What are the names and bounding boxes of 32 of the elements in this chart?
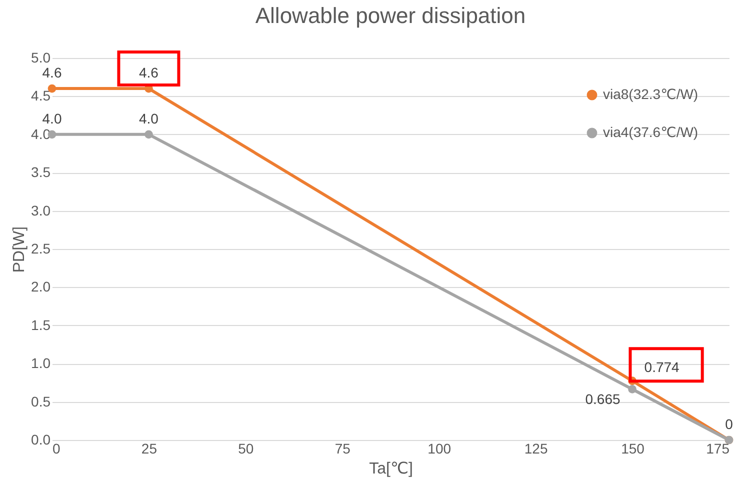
data-label: 4.0 <box>42 110 62 126</box>
x-tick-label: 25 <box>141 440 158 456</box>
y-tick-label: 5.0 <box>31 50 51 66</box>
y-tick-label: 1.0 <box>31 355 51 372</box>
y-tick-label: 0.0 <box>31 432 51 448</box>
y-tick-label: 1.5 <box>31 316 51 333</box>
x-tick-label: 125 <box>524 440 548 456</box>
x-axis-title: Ta[℃] <box>369 460 413 478</box>
x-tick-label: 175 <box>706 440 730 456</box>
y-tick-label: 2.0 <box>31 278 51 295</box>
data-label: 4.0 <box>138 110 159 126</box>
x-tick-label: 100 <box>428 440 452 456</box>
y-tick-label: 3.5 <box>31 164 51 180</box>
data-label: 4.6 <box>42 64 62 81</box>
data-label: 0.774 <box>644 358 680 375</box>
y-tick-label: 0.5 <box>31 393 51 410</box>
y-tick-label: 2.5 <box>31 240 51 256</box>
legend-label: via8(32.3℃/W) <box>603 86 698 102</box>
data-label: 0.665 <box>585 391 620 408</box>
x-tick-label: 150 <box>621 440 645 456</box>
y-tick-label: 4.5 <box>31 88 51 104</box>
x-tick-label: 75 <box>334 440 351 456</box>
data-label: 0 <box>725 416 734 432</box>
y-axis-title: PD[W] <box>11 226 28 273</box>
y-tick-label: 3.0 <box>31 202 51 218</box>
x-tick-label: 0 <box>52 440 60 456</box>
legend-label: via4(37.6℃/W) <box>603 124 698 140</box>
point <box>144 130 153 139</box>
x-tick-label: 50 <box>238 440 254 456</box>
point <box>628 385 636 394</box>
chart-title: Allowable power dissipation <box>255 3 526 28</box>
data-label: 4.6 <box>138 64 159 81</box>
